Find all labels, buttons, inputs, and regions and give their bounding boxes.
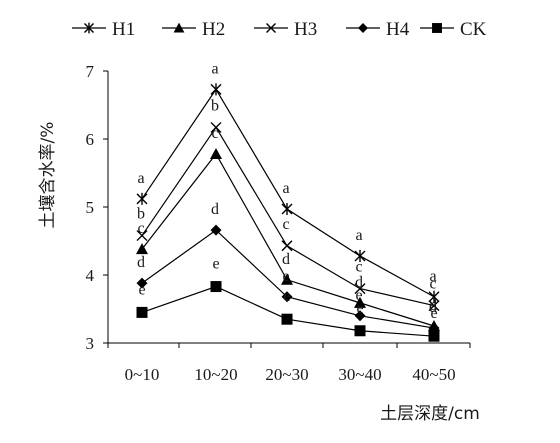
legend-marker (432, 23, 442, 33)
data-point (136, 306, 148, 318)
data-point (428, 330, 440, 342)
legend-item-ck: CK (420, 19, 487, 40)
legend-label: H4 (386, 19, 410, 40)
significance-label: d (429, 299, 437, 316)
y-tick-label: 4 (86, 266, 95, 285)
significance-label: a (282, 180, 289, 197)
significance-label: e (138, 281, 145, 298)
data-point (428, 300, 440, 312)
data-point (281, 313, 293, 325)
y-tick-label: 6 (86, 130, 95, 149)
data-point (354, 296, 366, 308)
series-h4 (136, 224, 440, 334)
significance-label: e (283, 288, 290, 305)
legend-label: H3 (294, 19, 317, 40)
significance-label: c (429, 276, 436, 293)
legend-label: H2 (202, 19, 225, 40)
significance-label: c (211, 125, 218, 142)
significance-label: c (355, 259, 362, 276)
significance-label: a (355, 227, 362, 244)
data-point (354, 283, 366, 295)
data-point (281, 203, 293, 216)
axes: 3 4 5 6 7 0~10 10~20 20~30 30~40 40~50 (86, 62, 471, 384)
series-h3 (136, 121, 440, 312)
data-point (281, 273, 293, 285)
data-point (136, 192, 148, 205)
x-axis-label: 土层深度/cm (380, 404, 480, 424)
legend-marker (173, 22, 185, 33)
significance-label: e (356, 300, 363, 317)
data-point (136, 277, 148, 289)
significance-label: e (430, 305, 437, 322)
significance-label: d (137, 254, 145, 271)
data-point (136, 230, 148, 242)
significance-label: d (211, 201, 219, 218)
significance-label: c (137, 220, 144, 237)
significance-label: a (211, 60, 218, 77)
significance-label: a (137, 170, 144, 187)
significance-label: d (282, 251, 290, 268)
data-point (210, 147, 222, 159)
legend-label: H1 (112, 19, 135, 40)
significance-label: e (355, 287, 362, 304)
data-point (210, 83, 222, 96)
legend: H1 H2 H3 H4 CK (72, 19, 487, 40)
legend-label: CK (460, 19, 487, 40)
significance-label: d (429, 297, 437, 314)
significance-label: c (282, 216, 289, 233)
y-axis-label: 土壤含水率/% (37, 122, 58, 229)
series-group (136, 83, 440, 342)
y-tick-label: 7 (86, 62, 95, 81)
y-tick-label: 5 (86, 198, 95, 217)
legend-marker (266, 23, 276, 33)
data-point (428, 290, 440, 303)
legend-item-h4: H4 (346, 19, 410, 40)
y-tick-label: 3 (86, 334, 95, 353)
x-tick-label: 10~20 (194, 365, 237, 384)
series-ck (136, 281, 440, 342)
significance-label: e (282, 268, 289, 285)
data-point (354, 310, 366, 322)
data-point (210, 224, 222, 236)
data-point (136, 243, 148, 255)
data-point (210, 121, 222, 133)
legend-marker (84, 22, 94, 34)
data-point (354, 249, 366, 262)
legend-marker (358, 23, 368, 33)
legend-item-h1: H1 (72, 19, 135, 40)
significance-label: d (355, 274, 363, 291)
legend-item-h3: H3 (254, 19, 317, 40)
x-tick-label: 40~50 (412, 365, 455, 384)
x-tick-label: 0~10 (125, 365, 160, 384)
significance-label: a (429, 268, 436, 285)
data-point (210, 281, 222, 293)
data-point (281, 240, 293, 252)
data-point (354, 325, 366, 337)
significance-label: b (137, 206, 145, 223)
x-tick-label: 30~40 (338, 365, 381, 384)
x-tick-label: 20~30 (265, 365, 308, 384)
significance-label: b (211, 97, 219, 114)
legend-item-h2: H2 (162, 19, 225, 40)
significance-label: e (212, 256, 219, 273)
data-point (281, 291, 293, 303)
series-h1 (136, 83, 440, 303)
